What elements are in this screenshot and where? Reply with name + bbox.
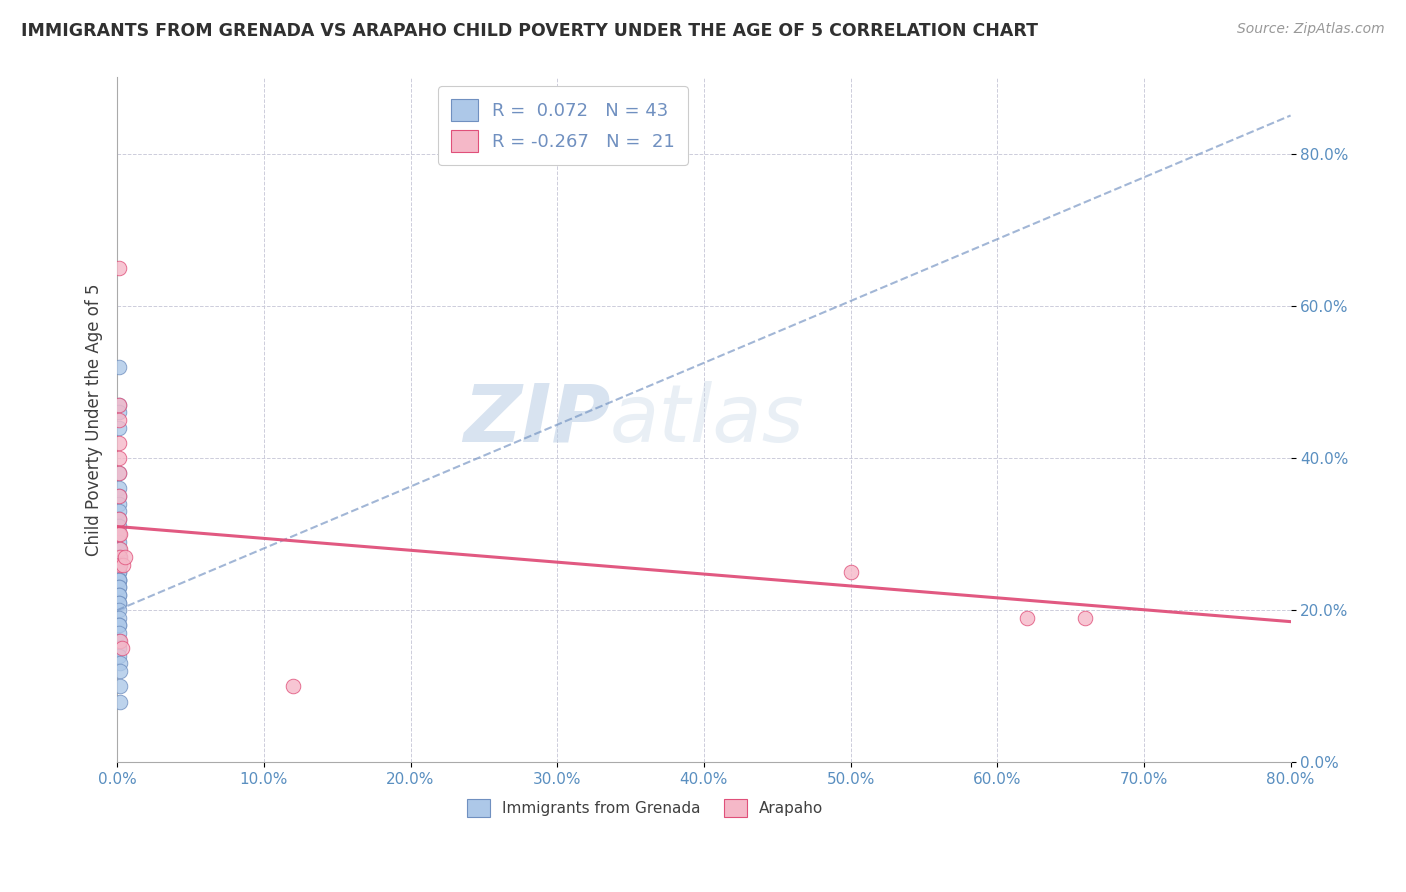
Point — [107, 497, 129, 511]
Legend: Immigrants from Grenada, Arapaho: Immigrants from Grenada, Arapaho — [461, 792, 830, 823]
Point — [107, 413, 129, 427]
Point — [839, 565, 862, 579]
Point — [110, 641, 132, 656]
Point — [107, 519, 129, 533]
Point — [107, 450, 129, 465]
Point — [107, 504, 129, 518]
Point — [107, 580, 129, 594]
Point — [108, 549, 131, 564]
Point — [107, 573, 129, 587]
Point — [107, 565, 129, 579]
Point — [107, 603, 129, 617]
Point — [108, 679, 131, 693]
Point — [107, 596, 129, 610]
Point — [107, 596, 129, 610]
Point — [108, 694, 131, 708]
Point — [107, 527, 129, 541]
Point — [107, 512, 129, 526]
Point — [107, 611, 129, 625]
Point — [107, 588, 129, 602]
Point — [107, 489, 129, 503]
Point — [107, 633, 129, 648]
Point — [107, 542, 129, 557]
Point — [107, 534, 129, 549]
Text: ZIP: ZIP — [463, 381, 610, 459]
Point — [107, 405, 129, 419]
Point — [107, 398, 129, 412]
Point — [107, 588, 129, 602]
Point — [107, 626, 129, 640]
Text: Source: ZipAtlas.com: Source: ZipAtlas.com — [1237, 22, 1385, 37]
Point — [108, 558, 131, 572]
Point — [107, 527, 129, 541]
Point — [107, 527, 129, 541]
Point — [108, 664, 131, 678]
Point — [107, 260, 129, 275]
Point — [107, 398, 129, 412]
Point — [114, 549, 136, 564]
Point — [107, 542, 129, 557]
Text: atlas: atlas — [610, 381, 804, 459]
Point — [1015, 611, 1038, 625]
Point — [107, 565, 129, 579]
Point — [112, 558, 135, 572]
Point — [107, 467, 129, 481]
Point — [107, 482, 129, 496]
Point — [107, 512, 129, 526]
Point — [107, 549, 129, 564]
Point — [107, 573, 129, 587]
Point — [108, 527, 131, 541]
Point — [107, 467, 129, 481]
Point — [107, 558, 129, 572]
Point — [1074, 611, 1097, 625]
Point — [107, 641, 129, 656]
Point — [107, 573, 129, 587]
Y-axis label: Child Poverty Under the Age of 5: Child Poverty Under the Age of 5 — [86, 284, 103, 557]
Point — [107, 618, 129, 632]
Point — [107, 420, 129, 434]
Point — [108, 633, 131, 648]
Point — [107, 549, 129, 564]
Point — [107, 359, 129, 374]
Point — [107, 435, 129, 450]
Point — [283, 679, 305, 693]
Point — [107, 648, 129, 663]
Point — [107, 580, 129, 594]
Point — [107, 558, 129, 572]
Point — [108, 542, 131, 557]
Text: IMMIGRANTS FROM GRENADA VS ARAPAHO CHILD POVERTY UNDER THE AGE OF 5 CORRELATION : IMMIGRANTS FROM GRENADA VS ARAPAHO CHILD… — [21, 22, 1038, 40]
Point — [108, 657, 131, 671]
Point — [107, 489, 129, 503]
Point — [107, 618, 129, 632]
